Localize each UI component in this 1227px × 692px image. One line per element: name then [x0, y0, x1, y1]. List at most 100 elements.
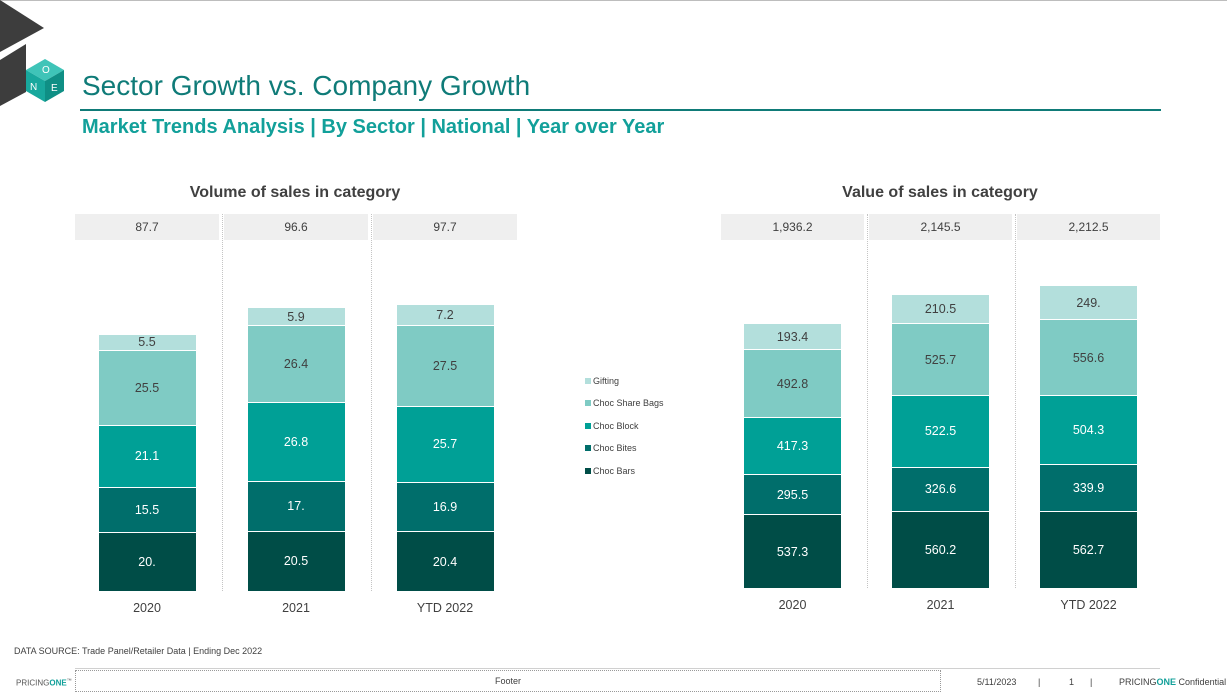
volume-data-label: 15.5 — [134, 503, 160, 518]
value-bar-ytd-2022-choc-bites: 339.9 — [1040, 464, 1137, 511]
volume-bar-ytd-2022-choc-bites: 16.9 — [396, 481, 494, 532]
value-data-label: 339.9 — [1072, 481, 1105, 496]
footer-brand-accent: ONE — [49, 678, 67, 688]
value-data-label: 417.3 — [776, 438, 809, 453]
volume-data-label: 16.9 — [432, 499, 458, 514]
value-bar-2021-choc-share-bags: 525.7 — [892, 323, 989, 396]
footer-brand-plain: PRICING — [16, 678, 50, 688]
footer-page-number: 1 — [1069, 677, 1075, 687]
value-bar-2020-choc-share-bags: 492.8 — [744, 349, 841, 417]
footer-placeholder: Footer — [75, 670, 941, 692]
legend-swatch-choc-bites — [585, 445, 591, 451]
volume-total-2021: 96.6 — [224, 214, 368, 240]
value-bar-ytd-2022-choc-block: 504.3 — [1040, 395, 1137, 465]
value-data-label: 522.5 — [924, 424, 957, 439]
value-bar-2021-choc-bars: 560.2 — [892, 511, 989, 588]
value-data-label: 525.7 — [924, 352, 957, 367]
volume-bar-2020-gifting: 5.5 — [98, 333, 196, 351]
volume-data-label: 20.5 — [283, 554, 309, 569]
value-x-label-2020: 2020 — [778, 598, 807, 612]
value-bar-2020-choc-bites: 295.5 — [744, 473, 841, 515]
footer-divider — [75, 668, 1160, 669]
volume-total-2020: 87.7 — [75, 214, 219, 240]
legend-swatch-choc-block — [585, 423, 591, 429]
value-total-2021: 2,145.5 — [869, 214, 1012, 240]
title-underline — [80, 109, 1161, 111]
value-bar-2020-gifting: 193.4 — [744, 322, 841, 350]
volume-bar-ytd-2022-choc-bars: 20.4 — [396, 531, 494, 591]
logo-letter-n: N — [30, 82, 37, 93]
value-bar-ytd-2022-choc-share-bags: 556.6 — [1040, 319, 1137, 396]
value-data-label: 210.5 — [924, 302, 957, 317]
value-data-label: 326.6 — [924, 482, 957, 497]
volume-data-label: 25.5 — [134, 380, 160, 395]
volume-bar-ytd-2022-gifting: 7.2 — [396, 304, 494, 326]
footer-separator-1: | — [1038, 677, 1041, 687]
value-total-ytd-2022: 2,212.5 — [1017, 214, 1160, 240]
legend-label-choc-bites: Choc Bites — [593, 443, 637, 453]
legend-item-choc-share-bags: Choc Share Bags — [585, 398, 664, 408]
value-bar-ytd-2022-gifting: 249. — [1040, 285, 1137, 320]
logo-letter-e: E — [51, 83, 58, 94]
volume-bar-2020-choc-bars: 20. — [98, 532, 196, 591]
legend-swatch-gifting — [585, 378, 591, 384]
volume-data-label: 26.4 — [283, 357, 309, 372]
value-bar-2021-choc-block: 522.5 — [892, 395, 989, 467]
page-title: Sector Growth vs. Company Growth — [82, 70, 531, 101]
volume-x-label-2020: 2020 — [133, 601, 161, 615]
volume-data-label: 27.5 — [432, 359, 458, 374]
legend-swatch-choc-bars — [585, 468, 591, 474]
value-data-label: 492.8 — [776, 376, 809, 391]
legend-label-choc-share-bags: Choc Share Bags — [593, 398, 664, 408]
value-x-label-2021: 2021 — [926, 598, 955, 612]
volume-chart-title: Volume of sales in category — [189, 184, 401, 201]
volume-data-label: 21.1 — [134, 449, 160, 464]
legend-swatch-choc-share-bags — [585, 400, 591, 406]
volume-x-label-ytd-2022: YTD 2022 — [416, 601, 474, 615]
footer-date: 5/11/2023 — [977, 677, 1017, 687]
value-data-label: 193.4 — [776, 329, 809, 344]
value-data-label: 249. — [1076, 295, 1101, 310]
top-border — [0, 0, 1227, 1]
value-bar-2021-choc-bites: 326.6 — [892, 466, 989, 512]
legend-label-choc-block: Choc Block — [593, 421, 639, 431]
legend-item-choc-bars: Choc Bars — [585, 466, 635, 476]
value-data-label: 537.3 — [776, 544, 809, 559]
volume-bar-ytd-2022-choc-share-bags: 27.5 — [396, 325, 494, 407]
legend-item-choc-bites: Choc Bites — [585, 443, 637, 453]
volume-bar-2020-choc-block: 21.1 — [98, 424, 196, 487]
value-total-2020: 1,936.2 — [721, 214, 864, 240]
value-data-label: 560.2 — [924, 543, 957, 558]
volume-total-ytd-2022: 97.7 — [373, 214, 517, 240]
footer-trademark: ™ — [66, 678, 72, 684]
volume-data-label: 25.7 — [432, 437, 458, 452]
page-subtitle: Market Trends Analysis | By Sector | Nat… — [82, 116, 665, 138]
footer-brand: PRICINGONE™ — [16, 678, 72, 688]
value-bar-ytd-2022-choc-bars: 562.7 — [1040, 510, 1137, 588]
footer-separator-2: | — [1090, 677, 1093, 687]
data-source-note: DATA SOURCE: Trade Panel/Retailer Data |… — [14, 646, 263, 656]
volume-bar-2021-choc-bites: 17. — [247, 480, 345, 531]
value-column-divider — [866, 214, 868, 588]
volume-data-label: 5.5 — [138, 335, 156, 350]
legend-item-choc-block: Choc Block — [585, 421, 639, 431]
footer-text: Footer — [494, 676, 521, 686]
volume-column-divider — [370, 214, 372, 591]
footer-conf-accent: ONE — [1156, 677, 1177, 687]
legend-label-gifting: Gifting — [593, 376, 620, 386]
volume-bar-2021-choc-block: 26.8 — [247, 402, 345, 481]
volume-column-divider — [221, 214, 223, 591]
value-bar-2021-gifting: 210.5 — [892, 294, 989, 324]
value-x-label-ytd-2022: YTD 2022 — [1060, 598, 1117, 612]
legend-label-choc-bars: Choc Bars — [593, 466, 636, 476]
footer-confidential: PRICINGONE Confidential — [1119, 677, 1226, 687]
volume-bar-2020-choc-bites: 15.5 — [98, 486, 196, 533]
volume-data-label: 7.2 — [436, 308, 454, 323]
value-bar-2020-choc-block: 417.3 — [744, 416, 841, 474]
value-data-label: 295.5 — [776, 487, 809, 502]
pricingone-logo-icon: O N E — [0, 0, 64, 106]
volume-bar-2021-choc-bars: 20.5 — [247, 530, 345, 591]
value-data-label: 556.6 — [1072, 350, 1105, 365]
value-data-label: 562.7 — [1072, 542, 1105, 557]
legend-item-gifting: Gifting — [585, 376, 619, 386]
